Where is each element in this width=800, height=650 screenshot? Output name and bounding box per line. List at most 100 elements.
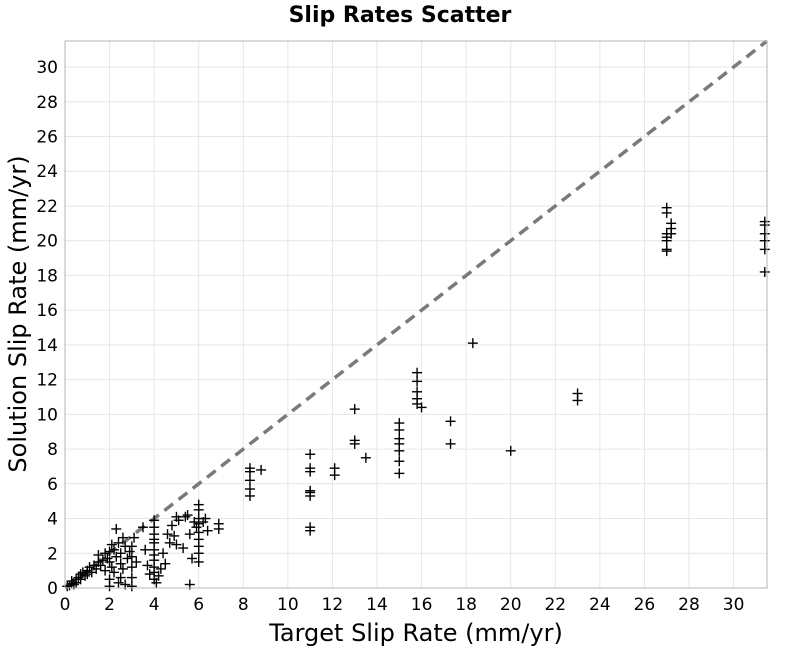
- x-tick-label: 20: [500, 595, 522, 615]
- data-point: [122, 553, 133, 564]
- data-point: [213, 523, 224, 534]
- y-tick-label: 30: [36, 58, 58, 78]
- data-point: [104, 556, 115, 567]
- data-point: [93, 550, 104, 561]
- data-point: [759, 220, 770, 231]
- data-point: [394, 445, 405, 456]
- one-to-one-reference-line: [63, 39, 769, 590]
- data-point: [155, 563, 166, 574]
- x-axis-label: Target Slip Rate (mm/yr): [268, 619, 563, 647]
- y-axis-label: Solution Slip Rate (mm/yr): [4, 155, 32, 472]
- data-point: [329, 470, 340, 481]
- data-point: [138, 522, 148, 533]
- data-point: [445, 438, 456, 449]
- data-point: [759, 244, 770, 255]
- data-point: [394, 424, 405, 435]
- reference-line-layer: [63, 39, 769, 590]
- data-point: [100, 565, 111, 576]
- data-point: [416, 402, 427, 413]
- data-point: [412, 376, 423, 387]
- data-point: [126, 541, 137, 552]
- data-point: [126, 572, 137, 583]
- data-point: [184, 529, 195, 540]
- data-point: [106, 562, 117, 573]
- data-point: [104, 581, 115, 592]
- data-point: [505, 445, 516, 456]
- data-point: [62, 581, 73, 592]
- data-point: [173, 515, 184, 526]
- data-point: [115, 572, 126, 583]
- data-point: [305, 449, 316, 460]
- data-point: [111, 523, 122, 534]
- data-point: [349, 404, 360, 415]
- data-point: [126, 581, 137, 592]
- data-point: [256, 464, 267, 475]
- x-tick-label: 24: [589, 595, 611, 615]
- data-point: [394, 456, 405, 467]
- data-point: [180, 511, 191, 522]
- data-point: [153, 570, 164, 581]
- data-point: [178, 543, 189, 554]
- data-point: [412, 367, 423, 378]
- x-axis-ticks: 0 2 4 6 8 10 12 14 16 18 20 22 24 26 28 30: [60, 595, 745, 615]
- data-point: [166, 520, 177, 531]
- data-point: [193, 504, 204, 515]
- data-point: [131, 556, 142, 567]
- data-point: [661, 207, 672, 218]
- data-point: [666, 228, 677, 239]
- data-point: [394, 468, 405, 479]
- plot-area-frame: [64, 40, 768, 589]
- data-point: [193, 556, 204, 567]
- y-tick-label: 12: [36, 371, 58, 391]
- y-tick-label: 8: [47, 440, 58, 460]
- data-point: [171, 539, 182, 550]
- x-tick-label: 26: [634, 595, 656, 615]
- chart-title: Slip Rates Scatter: [289, 3, 512, 28]
- data-point: [97, 555, 108, 566]
- x-tick-label: 14: [366, 595, 388, 615]
- x-tick-label: 10: [277, 595, 299, 615]
- data-point: [661, 235, 672, 246]
- data-point: [104, 546, 115, 557]
- data-point: [572, 395, 583, 406]
- x-tick-label: 0: [60, 595, 71, 615]
- data-point: [759, 266, 770, 277]
- data-point: [64, 580, 75, 591]
- x-tick-label: 4: [149, 595, 160, 615]
- y-tick-label: 18: [36, 266, 58, 286]
- data-point: [360, 452, 371, 463]
- data-point: [164, 537, 175, 548]
- data-point: [158, 548, 169, 559]
- x-tick-label: 16: [411, 595, 433, 615]
- x-tick-label: 8: [238, 595, 249, 615]
- data-point: [109, 567, 120, 578]
- data-point: [106, 539, 117, 550]
- y-tick-label: 28: [36, 93, 58, 113]
- y-tick-label: 2: [47, 544, 58, 564]
- data-point: [661, 246, 672, 257]
- data-point: [445, 416, 456, 427]
- data-point: [244, 466, 255, 477]
- data-point: [144, 569, 155, 580]
- data-point: [80, 570, 91, 581]
- data-point: [100, 548, 111, 559]
- data-point: [117, 532, 128, 543]
- data-point: [140, 544, 151, 555]
- data-points: [62, 202, 770, 592]
- data-point: [126, 562, 137, 573]
- data-point: [160, 558, 171, 569]
- x-tick-label: 2: [104, 595, 115, 615]
- data-point: [244, 475, 255, 486]
- data-point: [95, 560, 106, 571]
- data-point: [182, 510, 193, 521]
- y-tick-label: 10: [36, 405, 58, 425]
- data-point: [82, 569, 93, 580]
- data-point: [113, 537, 124, 548]
- y-tick-label: 6: [47, 475, 58, 495]
- data-point: [187, 553, 198, 564]
- data-point: [305, 525, 316, 536]
- data-point: [202, 525, 213, 536]
- data-point: [305, 490, 316, 501]
- x-tick-label: 12: [322, 595, 344, 615]
